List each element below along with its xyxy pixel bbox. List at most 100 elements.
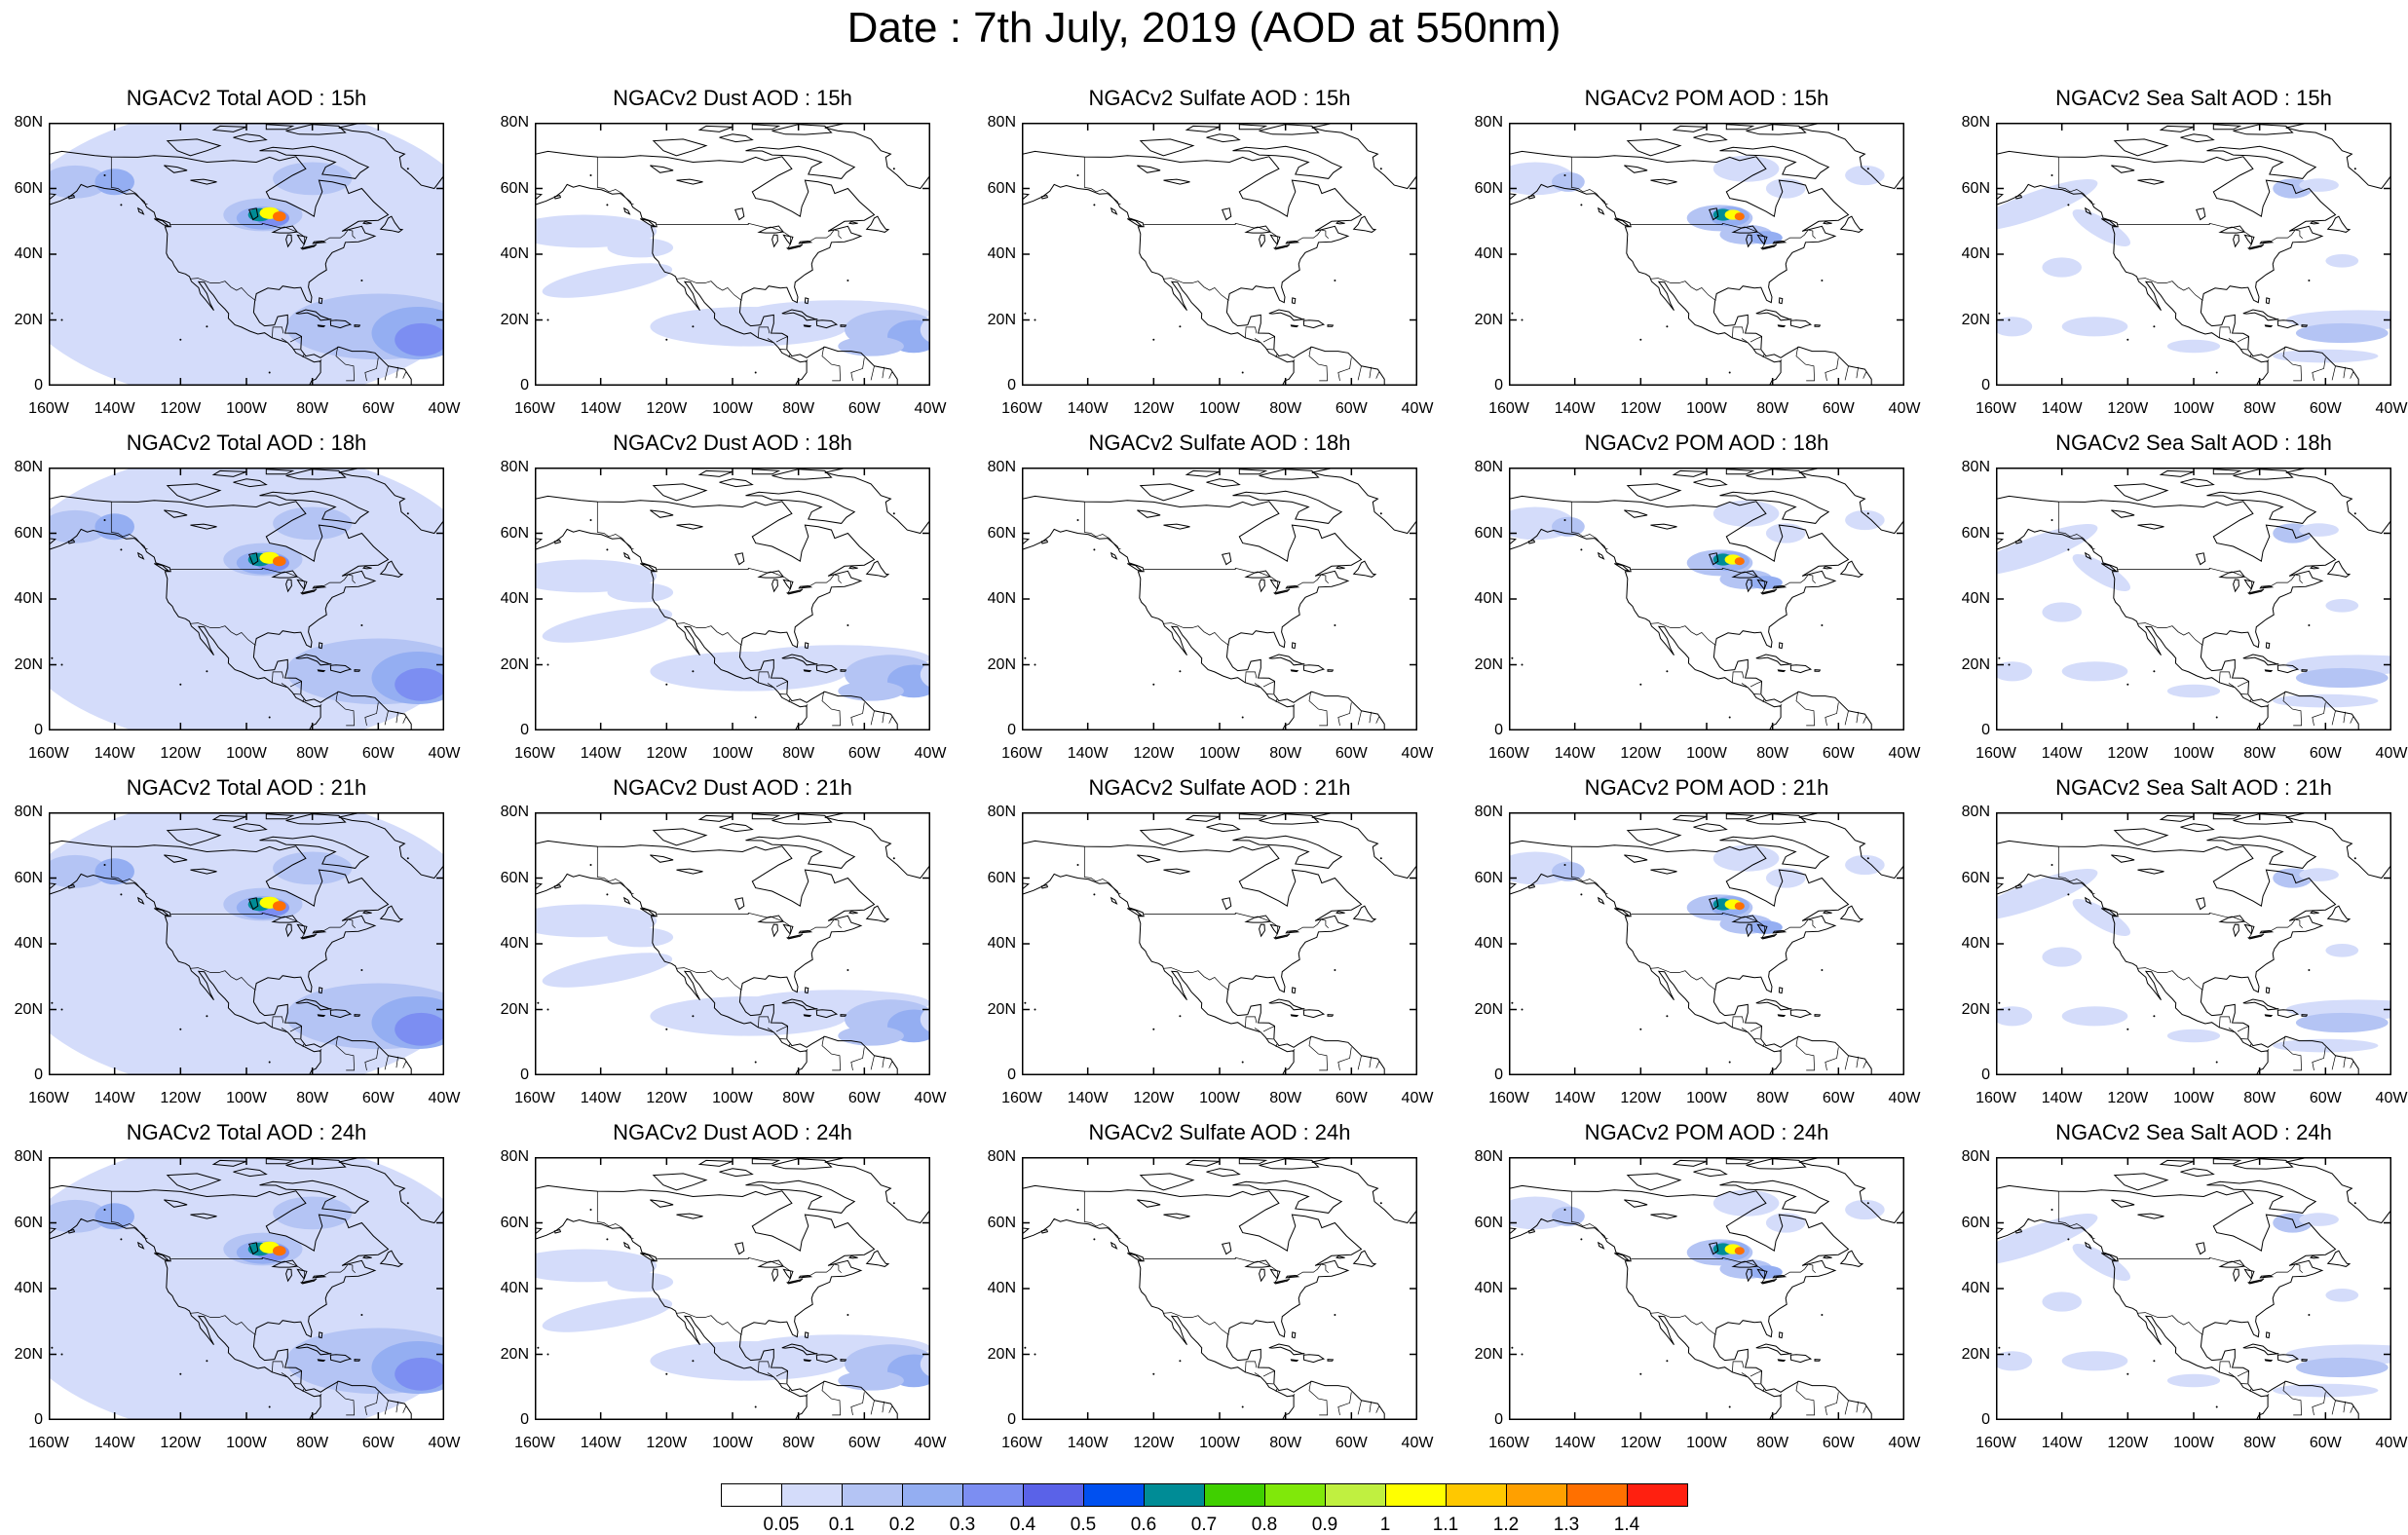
lake-outline <box>783 1269 793 1279</box>
lon-tick-label: 140W <box>1059 746 1117 762</box>
country-borders <box>1571 1191 1866 1415</box>
island-outline <box>1747 125 1806 134</box>
lake-outline <box>1137 855 1160 862</box>
small-island <box>1666 325 1668 327</box>
country-border <box>2118 568 2303 593</box>
lat-tick-label: 0 <box>4 1412 43 1428</box>
country-border <box>1825 1392 1839 1415</box>
lon-tick-label: 100W <box>2164 746 2223 762</box>
small-island <box>179 1029 181 1030</box>
lon-tick-label: 120W <box>151 401 209 417</box>
small-island <box>360 624 362 626</box>
aod-map-dust <box>535 812 930 1075</box>
colorbar-label: 1 <box>1380 1516 1391 1535</box>
island-outline <box>2207 1180 2316 1213</box>
small-island <box>1242 1062 1244 1064</box>
island-outline <box>2266 1332 2269 1338</box>
small-island <box>893 857 895 859</box>
aod-map-sulfate <box>1022 812 1417 1075</box>
small-island <box>847 280 848 281</box>
lon-tick-label: 80W <box>283 401 342 417</box>
map-frame <box>1023 1158 1417 1420</box>
island-outline <box>1269 1344 1305 1355</box>
lake-outline <box>1223 898 1231 910</box>
aod-patch <box>94 1203 134 1229</box>
country-border <box>822 347 841 381</box>
island-outline <box>2161 126 2194 131</box>
lat-tick-label: 80N <box>4 805 43 820</box>
country-borders <box>1084 1191 1379 1415</box>
island-outline <box>1747 814 1806 824</box>
small-island <box>1639 1373 1641 1375</box>
lat-tick-label: 60N <box>490 1216 529 1231</box>
island-outline <box>1824 567 1832 569</box>
country-border <box>1263 1370 1275 1376</box>
small-island <box>692 325 694 327</box>
lon-tick-label: 60W <box>835 401 893 417</box>
island-outline <box>1207 1169 1240 1177</box>
small-island <box>547 1354 549 1356</box>
aod-patch <box>94 858 134 884</box>
lake-outline <box>677 179 703 184</box>
small-island <box>2308 624 2310 626</box>
lat-tick-label: 20N <box>1464 1002 1503 1018</box>
country-border <box>1863 372 1866 379</box>
island-outline <box>772 814 832 824</box>
aod-field <box>1509 156 1885 244</box>
lat-tick-label: 40N <box>1464 936 1503 952</box>
coastlines <box>1022 123 1417 386</box>
lat-tick-label: 20N <box>1464 1347 1503 1363</box>
lon-tick-label: 100W <box>217 1436 276 1451</box>
small-island <box>893 168 895 169</box>
small-island <box>1666 1015 1668 1017</box>
aod-patch <box>2068 547 2135 597</box>
panel-title: NGACv2 Total AOD : 21h <box>127 776 367 800</box>
small-island <box>360 280 362 281</box>
lake-outline <box>1260 1269 1265 1281</box>
aod-patch <box>2062 1351 2128 1370</box>
lon-tick-label: 40W <box>901 746 959 762</box>
colorbar-label: 1.3 <box>1554 1516 1579 1535</box>
small-island <box>120 893 122 895</box>
lake-outline <box>677 1214 703 1218</box>
country-borders <box>1571 502 1866 726</box>
small-island <box>1729 1406 1731 1408</box>
panel-title: NGACv2 Total AOD : 15h <box>127 87 367 110</box>
lat-tick-label: 0 <box>977 723 1016 738</box>
tick-marks <box>1509 812 1904 1075</box>
lake-outline <box>1137 166 1160 172</box>
island-outline <box>752 469 778 474</box>
small-island <box>2153 1360 2155 1362</box>
aod-patch <box>273 1197 352 1230</box>
coastlines <box>1509 1157 1904 1420</box>
map-frame <box>1510 468 1904 730</box>
country-border <box>2332 1056 2335 1070</box>
lon-tick-label: 100W <box>703 1091 762 1106</box>
country-border <box>1263 681 1275 687</box>
island-outline <box>2181 1169 2214 1177</box>
island-outline <box>1779 643 1782 649</box>
country-border <box>2351 1406 2353 1413</box>
aod-patch <box>2042 947 2082 966</box>
lat-tick-label: 60N <box>4 871 43 886</box>
country-border <box>403 1406 406 1413</box>
small-island <box>1179 1015 1181 1017</box>
lon-tick-label: 160W <box>19 401 78 417</box>
country-border <box>883 367 884 378</box>
island-outline <box>1354 1251 1375 1266</box>
tick-marks <box>1022 123 1417 386</box>
country-border <box>1796 692 1815 726</box>
small-island <box>1334 280 1336 281</box>
small-island <box>1077 864 1079 866</box>
country-border <box>822 1381 841 1415</box>
lake-outline <box>2138 179 2164 184</box>
island-outline <box>2181 479 2214 487</box>
aod-patch <box>2068 1237 2135 1287</box>
panel-title: NGACv2 Sea Salt AOD : 24h <box>2055 1121 2332 1144</box>
aod-map-seasalt <box>1996 1157 2391 1420</box>
lon-tick-label: 80W <box>283 746 342 762</box>
island-outline <box>699 815 733 821</box>
island-outline <box>720 824 753 832</box>
lon-tick-label: 60W <box>349 1091 407 1106</box>
small-island <box>606 1238 608 1240</box>
